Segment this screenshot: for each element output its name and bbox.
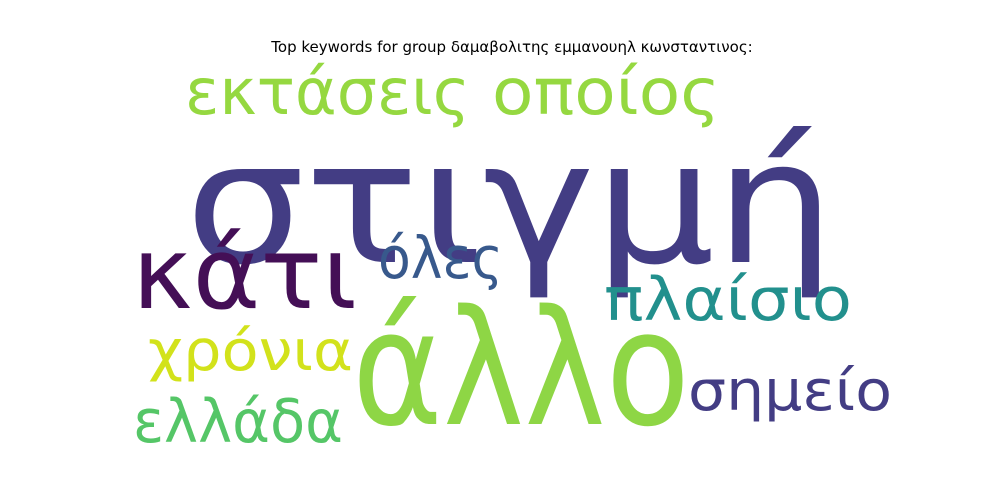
chart-title: Top keywords for group δαμαβολιτης εμμαν… [270,38,752,56]
word-1: άλλο [352,275,690,462]
word-2: κάτι [132,215,357,332]
word-7: χρόνια [148,319,353,384]
word-5: όλες [378,224,503,292]
word-4: οποίος [492,56,720,130]
word-0: στιγμή [185,105,835,303]
word-3: εκτάσεις [185,56,470,130]
word-9: ελλάδα [133,387,343,457]
word-6: πλαίσιο [604,265,852,335]
word-8: σημείο [688,359,892,424]
